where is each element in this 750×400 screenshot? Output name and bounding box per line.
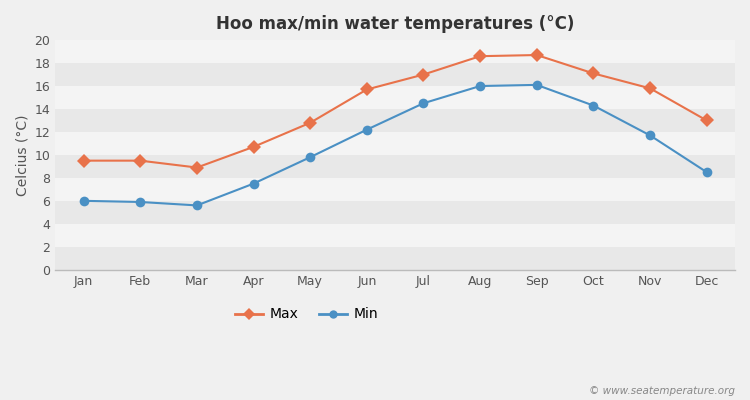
Legend: Max, Min: Max, Min bbox=[230, 302, 384, 327]
Title: Hoo max/min water temperatures (°C): Hoo max/min water temperatures (°C) bbox=[216, 15, 574, 33]
Bar bbox=[56, 40, 735, 63]
Bar bbox=[56, 201, 735, 224]
Bar bbox=[56, 155, 735, 178]
Text: © www.seatemperature.org: © www.seatemperature.org bbox=[589, 386, 735, 396]
Bar bbox=[56, 63, 735, 86]
Bar bbox=[56, 178, 735, 201]
Bar bbox=[56, 132, 735, 155]
Bar bbox=[56, 86, 735, 109]
Bar bbox=[56, 224, 735, 247]
Bar bbox=[56, 247, 735, 270]
Bar bbox=[56, 109, 735, 132]
Y-axis label: Celcius (°C): Celcius (°C) bbox=[15, 114, 29, 196]
